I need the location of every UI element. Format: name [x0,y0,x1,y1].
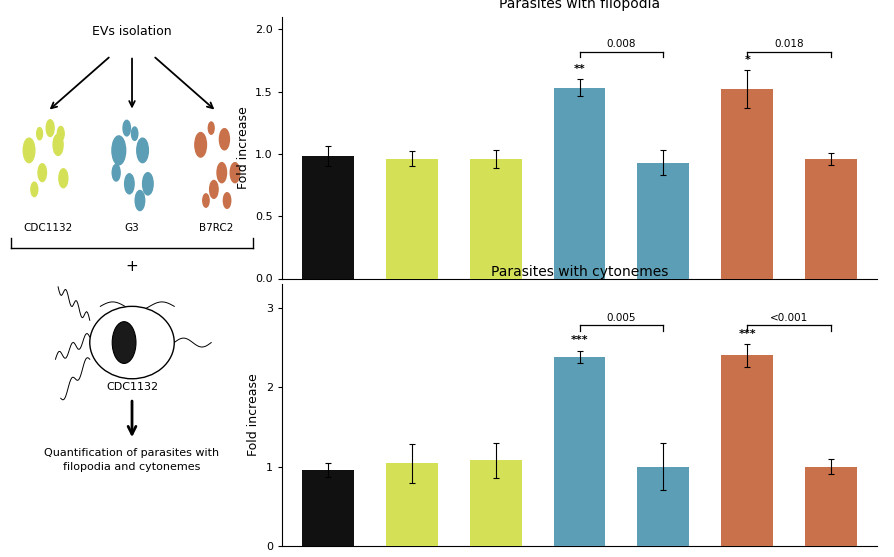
Text: Control: Control [308,294,347,304]
Title: Parasites with filopodia: Parasites with filopodia [498,0,660,11]
Text: EVs
CDC1132: EVs CDC1132 [427,365,479,387]
Text: 10 ug: 10 ug [564,294,594,304]
Text: EVs isolation: EVs isolation [92,25,172,38]
Text: 0.008: 0.008 [606,39,636,49]
Circle shape [59,169,68,188]
Bar [804,467,856,546]
Bar [469,159,521,278]
Text: +: + [125,259,139,274]
Circle shape [122,120,131,136]
Circle shape [124,174,134,194]
Bar [301,157,354,278]
Circle shape [219,129,229,150]
Circle shape [203,194,209,207]
Circle shape [112,164,120,181]
Circle shape [142,173,153,195]
Ellipse shape [112,322,136,363]
Text: **: ** [573,64,585,74]
Circle shape [46,120,54,136]
Text: CDC1132: CDC1132 [23,223,72,233]
Circle shape [224,193,231,208]
Bar [637,163,688,278]
Y-axis label: Fold increase: Fold increase [247,374,260,456]
Text: ***: *** [570,335,587,345]
Bar [552,88,605,278]
Bar [637,467,688,546]
Circle shape [112,136,125,165]
Circle shape [57,126,64,141]
Text: B7RC2: B7RC2 [199,223,233,233]
Circle shape [37,128,42,140]
Circle shape [38,164,46,182]
Bar [721,355,772,546]
Bar [469,460,521,546]
Bar [552,357,605,546]
Text: 10 ug
inactivated: 10 ug inactivated [801,294,859,315]
Title: Parasites with cytonemes: Parasites with cytonemes [490,265,668,278]
Circle shape [23,138,35,163]
Circle shape [31,182,38,197]
Text: <0.001: <0.001 [769,312,807,323]
Text: 10 ug: 10 ug [397,294,426,304]
Circle shape [216,163,226,183]
Text: 0.018: 0.018 [773,39,803,49]
Bar [301,470,354,546]
Text: CDC1132: CDC1132 [105,382,158,392]
Text: EVs
B7RC2: EVs B7RC2 [770,365,806,387]
Ellipse shape [89,306,174,379]
Circle shape [208,122,214,134]
Circle shape [230,163,240,183]
Bar [385,159,437,278]
Bar [385,463,437,546]
Text: G3: G3 [124,223,139,233]
Text: 0.005: 0.005 [606,312,636,323]
Text: 10 ug: 10 ug [731,294,761,304]
Circle shape [131,127,138,140]
Circle shape [137,138,148,163]
Text: Quantification of parasites with
filopodia and cytonemes: Quantification of parasites with filopod… [45,448,219,472]
Circle shape [135,190,145,211]
Text: EVs
G3: EVs G3 [611,365,631,387]
Circle shape [209,180,218,198]
Bar [721,89,772,278]
Circle shape [195,133,207,157]
Circle shape [53,134,63,155]
Text: 10 ug
inactivated: 10 ug inactivated [633,294,692,315]
Text: ***: *** [738,329,755,339]
Text: *: * [744,55,749,65]
Y-axis label: Fold increase: Fold increase [236,106,249,189]
Text: 10 ug
inactivated: 10 ug inactivated [466,294,525,315]
Bar [804,159,856,278]
